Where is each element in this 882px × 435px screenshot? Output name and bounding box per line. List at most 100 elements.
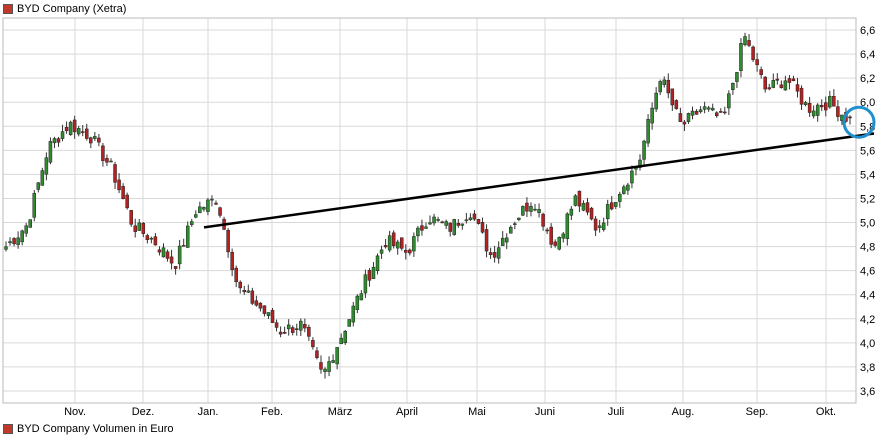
candle-body xyxy=(626,184,630,191)
candle-body xyxy=(832,96,836,107)
candle-body xyxy=(270,310,275,323)
candle-body xyxy=(654,92,658,110)
candle-body xyxy=(537,209,541,213)
candle-body xyxy=(597,225,602,228)
candle-body xyxy=(824,102,828,111)
candle-body xyxy=(549,226,553,245)
candle-body xyxy=(682,121,687,125)
candle-body xyxy=(319,362,323,370)
candle-body xyxy=(68,121,73,136)
candle-body xyxy=(52,138,57,144)
candle-body xyxy=(190,221,194,225)
candle-body xyxy=(307,326,311,337)
candle-body xyxy=(161,247,166,258)
candle-body xyxy=(444,221,448,226)
candle-body xyxy=(262,305,267,314)
candle-body xyxy=(109,160,113,163)
candle-body xyxy=(702,106,707,110)
x-tick-label: April xyxy=(396,406,418,418)
candle-body xyxy=(658,81,662,93)
candle-body xyxy=(719,111,723,113)
y-tick-label: 5,6 xyxy=(860,145,875,157)
candle-body xyxy=(149,237,154,240)
candle-body xyxy=(678,113,683,123)
candle-body xyxy=(145,235,150,240)
candle-body xyxy=(460,223,465,226)
candle-body xyxy=(391,232,396,246)
candle-body xyxy=(282,331,287,334)
candle-body xyxy=(723,111,727,114)
candle-body xyxy=(117,179,121,191)
candle-body xyxy=(771,80,776,88)
x-tick-label: Jan. xyxy=(198,406,219,418)
candle-body xyxy=(290,327,295,333)
candle-body xyxy=(395,241,400,249)
y-tick-label: 6,6 xyxy=(860,25,875,37)
y-tick-label: 3,6 xyxy=(860,386,875,398)
candle-body xyxy=(686,113,691,122)
candle-body xyxy=(456,223,461,226)
x-tick-label: Dez. xyxy=(132,406,155,418)
candle-body xyxy=(246,290,251,293)
candle-body xyxy=(101,145,105,161)
volume-legend-label: BYD Company Volumen in Euro xyxy=(17,423,174,435)
candle-body xyxy=(795,84,800,92)
candle-body xyxy=(783,80,788,91)
candle-body xyxy=(601,222,606,230)
candle-body xyxy=(739,43,743,71)
candle-body xyxy=(375,255,380,271)
candle-body xyxy=(299,320,303,331)
legend-label: BYD Company (Xetra) xyxy=(17,3,127,15)
candle-body xyxy=(751,46,755,60)
candle-body xyxy=(533,208,537,211)
y-tick-label: 4,4 xyxy=(860,290,875,302)
candle-body xyxy=(85,128,89,139)
candle-body xyxy=(202,207,206,210)
candle-body xyxy=(129,210,133,225)
candle-body xyxy=(565,213,570,239)
y-tick-label: 5,2 xyxy=(860,193,875,205)
candle-body xyxy=(517,217,521,220)
y-tick-label: 6,4 xyxy=(860,49,875,61)
x-tick-label: Juni xyxy=(535,406,555,418)
candle-body xyxy=(714,112,719,117)
candle-body xyxy=(412,236,416,252)
candle-body xyxy=(56,138,61,143)
candle-body xyxy=(24,225,28,234)
candle-body xyxy=(787,78,792,83)
candle-body xyxy=(379,249,384,254)
candle-body xyxy=(210,198,214,201)
y-tick-label: 5,0 xyxy=(860,218,875,230)
candle-body xyxy=(706,107,711,110)
x-tick-label: Feb. xyxy=(261,406,283,418)
candle-body xyxy=(311,340,315,348)
candle-body xyxy=(815,104,820,116)
plot-frame xyxy=(2,17,857,404)
candle-body xyxy=(214,202,218,205)
candle-body xyxy=(690,110,695,116)
candle-body xyxy=(662,79,666,85)
candle-body xyxy=(779,84,784,88)
candle-body xyxy=(476,219,481,224)
candle-body xyxy=(347,319,352,327)
candle-body xyxy=(807,102,812,113)
volume-legend-swatch xyxy=(3,424,13,434)
candle-body xyxy=(4,246,8,250)
candle-body xyxy=(609,202,614,210)
candle-body xyxy=(137,222,142,231)
candle-body xyxy=(622,186,626,194)
candle-body xyxy=(266,312,271,316)
candle-body xyxy=(484,229,489,252)
candle-body xyxy=(436,219,440,221)
candle-body xyxy=(488,252,493,256)
trend-line xyxy=(203,132,875,229)
candle-body xyxy=(593,218,598,231)
candle-body xyxy=(791,78,796,81)
candle-body xyxy=(440,221,444,224)
candle-body xyxy=(646,118,650,144)
volume-legend: BYD Company Volumen in Euro xyxy=(3,423,174,435)
candle-body xyxy=(295,328,299,330)
candle-body xyxy=(480,222,485,233)
candle-body xyxy=(20,230,24,243)
candle-body xyxy=(428,222,432,225)
